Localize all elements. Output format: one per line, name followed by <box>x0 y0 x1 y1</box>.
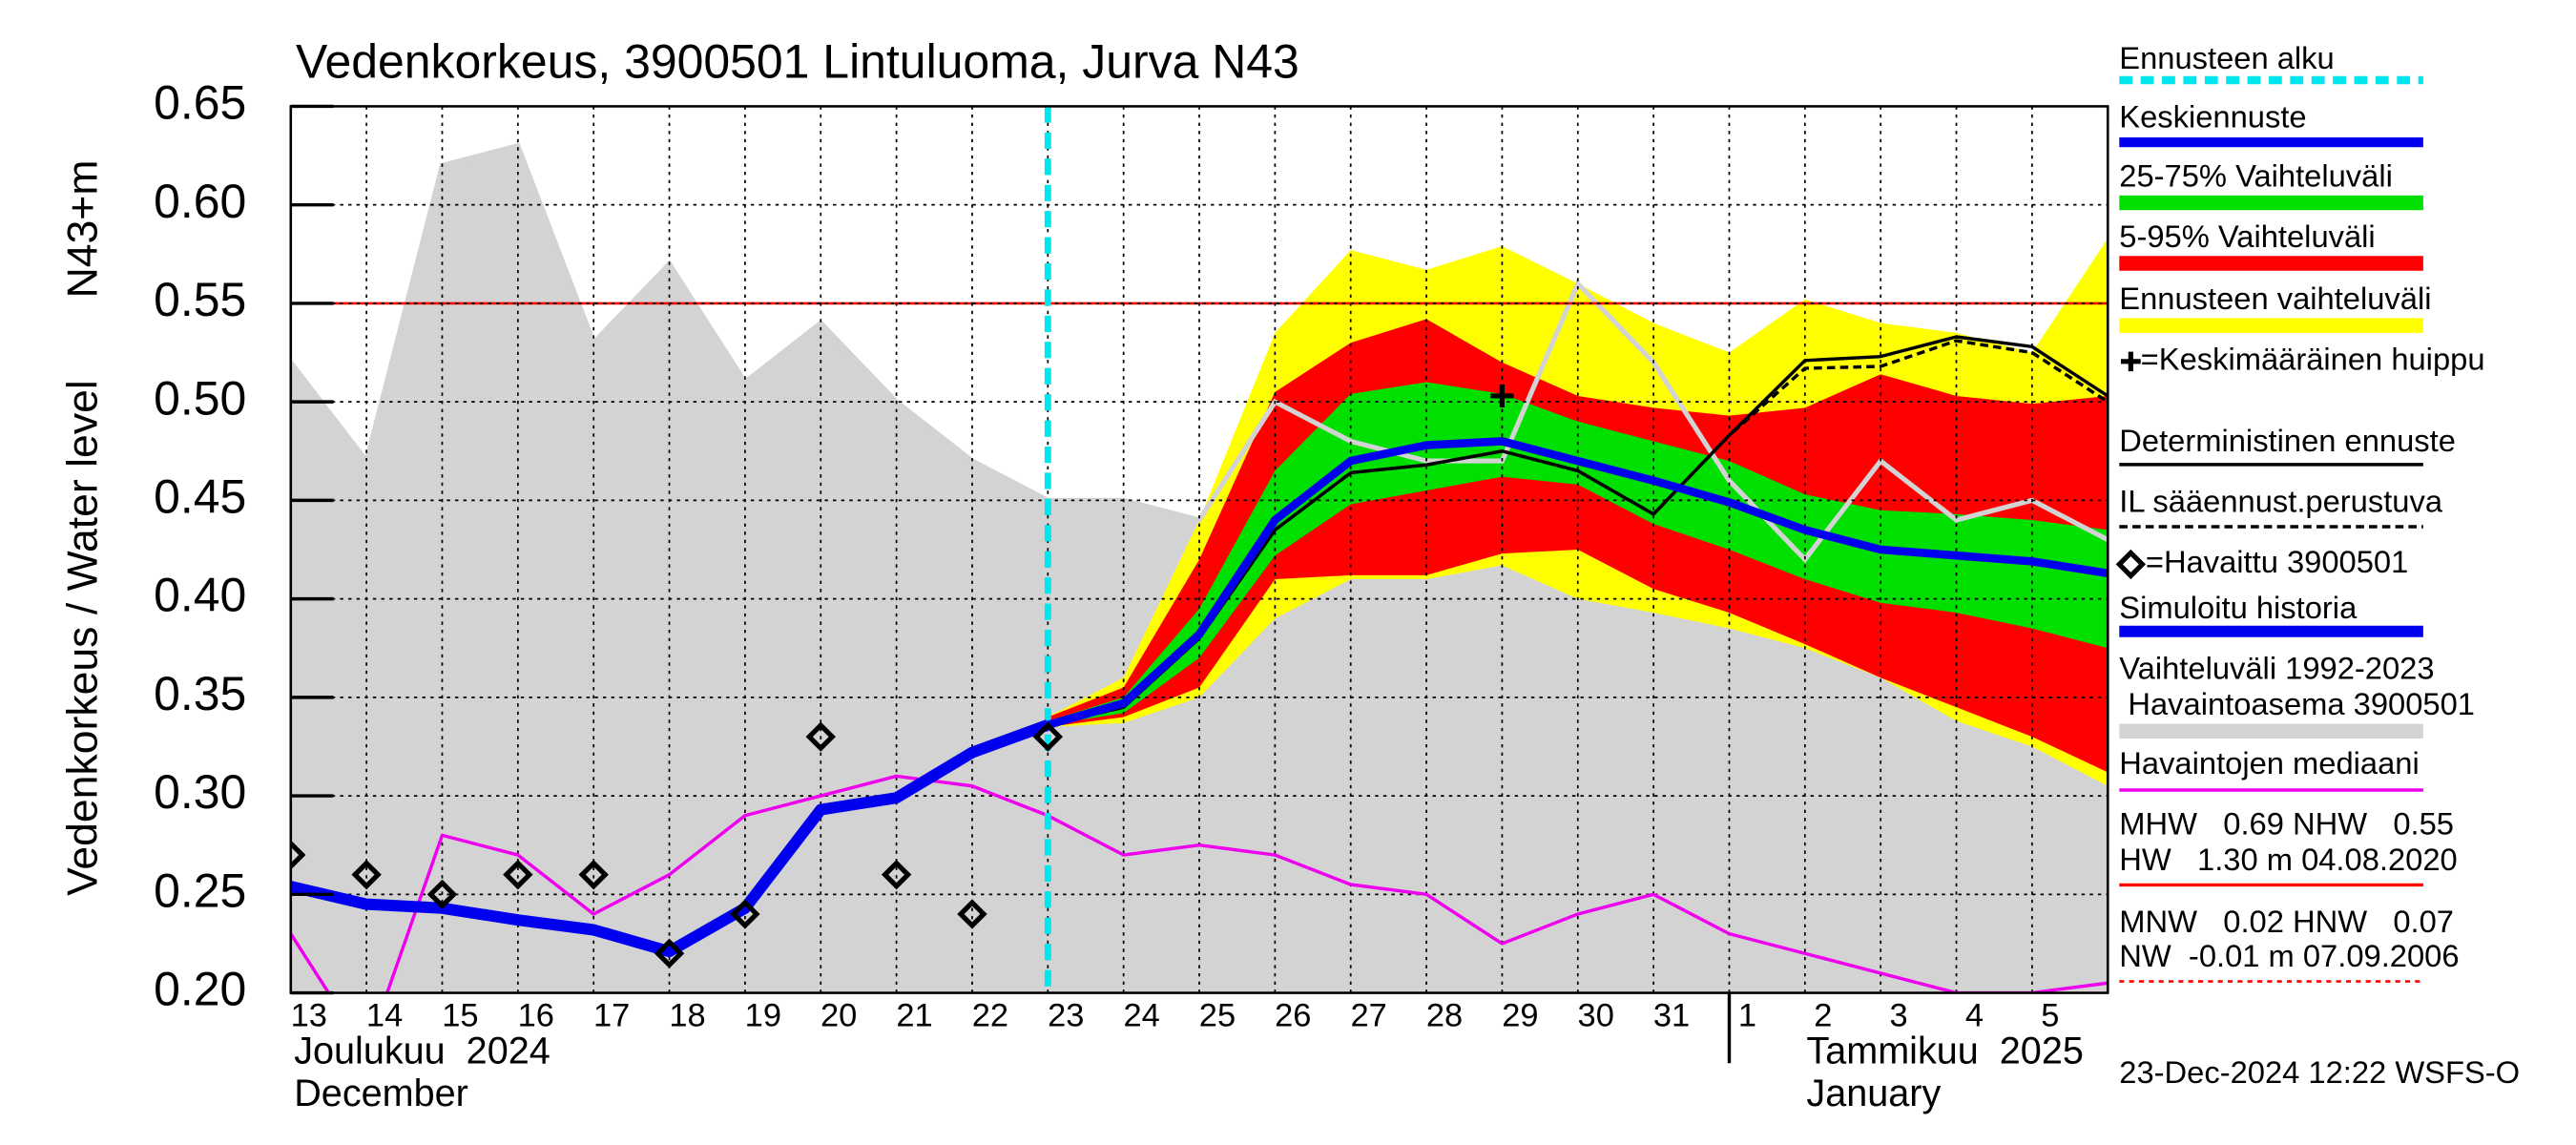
legend-label: Havaintoasema 3900501 <box>2119 686 2475 721</box>
legend-label: 25-75% Vaihteluväli <box>2119 158 2393 194</box>
x-tick-label: 16 <box>518 997 554 1033</box>
y-tick-label: 0.65 <box>154 76 246 130</box>
forecast-band <box>1048 319 2109 773</box>
axes-and-legend: 0.20 0.25 0.30 0.35 0.40 0.45 0.50 0.55 0.60 0.65… <box>154 40 2520 1114</box>
observed-point <box>578 860 609 890</box>
x-tick-label: 29 <box>1502 997 1538 1033</box>
month-label: Joulukuu 2024 <box>294 1030 551 1072</box>
plot-area <box>290 106 2109 993</box>
observed-point <box>805 721 836 752</box>
legend-label: Ennusteen vaihteluväli <box>2119 281 2431 316</box>
observed-point <box>957 899 987 929</box>
legend-peak <box>2121 351 2141 372</box>
legend-label: =Keskimääräinen huippu <box>2141 342 2485 377</box>
series-line <box>1047 437 2109 729</box>
x-tick-label: 13 <box>291 997 327 1033</box>
y-tick-label: 0.40 <box>154 569 246 622</box>
legend-label: MHW 0.69 NHW 0.55 <box>2119 805 2454 841</box>
legend-label: Ennusteen alku <box>2119 40 2334 75</box>
month-label-en: December <box>294 1072 468 1114</box>
history-band-edge <box>290 142 2109 564</box>
x-tick-label: 25 <box>1199 997 1236 1033</box>
x-tick-label: 4 <box>1965 997 1984 1033</box>
x-tick-label: 15 <box>442 997 478 1033</box>
observed-point <box>654 938 685 968</box>
chart-title: Vedenkorkeus, 3900501 Lintuluoma, Jurva … <box>296 35 1299 89</box>
x-tick-label: 27 <box>1351 997 1387 1033</box>
observed-point <box>730 899 760 929</box>
series-line <box>290 719 1050 958</box>
month-label-en: January <box>1806 1072 1941 1114</box>
legend-label: Vaihteluväli 1992-2023 <box>2119 651 2434 686</box>
observed-point <box>881 860 912 890</box>
month-label: Tammikuu 2025 <box>1806 1030 2083 1072</box>
y-tick-label: 0.45 <box>154 470 246 524</box>
y-tick-label: 0.20 <box>154 963 246 1016</box>
legend-label: Deterministinen ennuste <box>2119 423 2456 458</box>
x-tick-label: 23 <box>1048 997 1084 1033</box>
legend-label: IL sääennust.perustuva <box>2119 484 2443 519</box>
y-tick-label: 0.50 <box>154 371 246 425</box>
y-tick-label: 0.25 <box>154 864 246 918</box>
forecast-band <box>1048 382 2109 725</box>
timestamp: 23-Dec-2024 12:22 WSFS-O <box>2119 1054 2520 1090</box>
plot-frame <box>289 105 2109 994</box>
series-line <box>290 774 2109 993</box>
x-tick-label: 19 <box>745 997 781 1033</box>
x-tick-label: 28 <box>1426 997 1463 1033</box>
legend-label: HW 1.30 m 04.08.2020 <box>2119 842 2457 877</box>
x-tick-label: 31 <box>1653 997 1690 1033</box>
legend-label: Keskiennuste <box>2119 99 2306 135</box>
peak-marker <box>1490 384 1514 407</box>
observed-point <box>1032 721 1064 752</box>
y-axis-unit: N43+m <box>59 160 106 299</box>
observed-point <box>503 860 533 890</box>
legend-label: MNW 0.02 HNW 0.07 <box>2119 904 2454 939</box>
y-tick-label: 0.35 <box>154 667 246 720</box>
y-tick-label: 0.60 <box>154 175 246 228</box>
legend-diamond <box>2115 549 2147 580</box>
x-tick-label: 1 <box>1738 997 1756 1033</box>
legend-label: 5-95% Vaihteluväli <box>2119 219 2375 254</box>
y-tick-label: 0.55 <box>154 273 246 326</box>
legend-label: Havaintojen mediaani <box>2119 745 2419 781</box>
legend-label: Simuloitu historia <box>2119 590 2358 625</box>
x-tick-label: 17 <box>593 997 630 1033</box>
legend-label: NW -0.01 m 07.09.2006 <box>2119 938 2459 973</box>
observed-point <box>351 860 382 890</box>
y-tick-label: 0.30 <box>154 765 246 819</box>
x-tick-label: 26 <box>1275 997 1311 1033</box>
x-tick-label: 30 <box>1578 997 1614 1033</box>
observed-point <box>290 840 306 870</box>
x-tick-label: 18 <box>669 997 705 1033</box>
y-axis-title: Vedenkorkeus / Water level <box>59 380 106 896</box>
x-tick-label: 3 <box>1890 997 1908 1033</box>
x-tick-label: 24 <box>1123 997 1159 1033</box>
observed-point <box>426 879 458 909</box>
x-tick-label: 20 <box>821 997 857 1033</box>
x-tick-label: 22 <box>972 997 1008 1033</box>
x-tick-label: 14 <box>366 997 403 1033</box>
x-tick-label: 5 <box>2041 997 2059 1033</box>
x-tick-label: 2 <box>1814 997 1832 1033</box>
legend-label: =Havaittu 3900501 <box>2146 544 2408 579</box>
x-tick-label: 21 <box>896 997 932 1033</box>
